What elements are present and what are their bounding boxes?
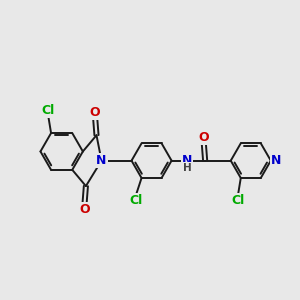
Text: H: H xyxy=(183,163,192,173)
Text: Cl: Cl xyxy=(41,104,55,117)
Text: Cl: Cl xyxy=(129,194,142,207)
Text: N: N xyxy=(182,154,192,167)
Text: O: O xyxy=(198,131,209,144)
Text: N: N xyxy=(271,154,281,167)
Text: O: O xyxy=(79,203,90,216)
Text: Cl: Cl xyxy=(231,194,244,207)
Text: N: N xyxy=(96,154,107,167)
Text: O: O xyxy=(90,106,100,118)
